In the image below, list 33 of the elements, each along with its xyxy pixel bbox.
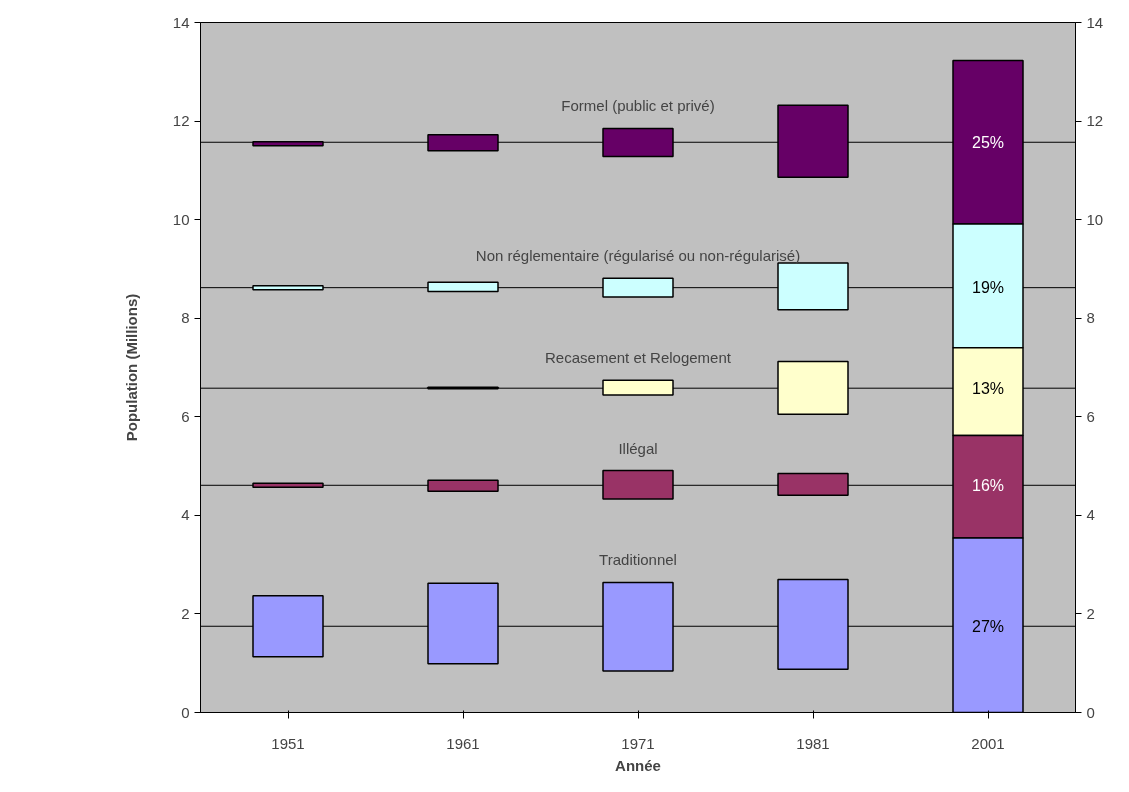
- y2-tick-label: 8: [1086, 309, 1095, 327]
- annotation: 13%: [971, 379, 1005, 397]
- series-label: Illégal: [618, 439, 658, 457]
- y2-tick-label: 0: [1086, 703, 1095, 721]
- annotation: 27%: [971, 617, 1005, 635]
- series-label: Non réglementaire (régularisé ou non-régularisé): [475, 247, 801, 265]
- series-label: Recasement et Relogement: [545, 349, 732, 367]
- annotation: 25%: [971, 133, 1005, 151]
- annotation: 16%: [971, 476, 1005, 494]
- y-tick-label: 12: [172, 112, 190, 130]
- y2-tick-label: 10: [1086, 210, 1104, 228]
- y-axis-title: Population (Millions): [122, 293, 140, 442]
- annotation: 19%: [971, 279, 1005, 297]
- y2-tick-label: 4: [1086, 506, 1095, 524]
- y2-tick-label: 12: [1086, 112, 1104, 130]
- x-tick-label: 1961: [446, 734, 480, 752]
- x-tick-label: 1981: [796, 734, 830, 752]
- y-tick-label: 8: [181, 309, 190, 327]
- y-tick-label: 10: [172, 210, 190, 228]
- x-axis-title: Année: [615, 756, 661, 774]
- y2-tick-label: 2: [1086, 604, 1095, 622]
- y-tick-label: 4: [181, 506, 190, 524]
- x-tick-label: 1971: [621, 734, 655, 752]
- y-tick-label: 6: [181, 407, 190, 425]
- x-tick-label: 2001: [971, 734, 1005, 752]
- x-tick-label: 1951: [271, 734, 305, 752]
- y-tick-label: 2: [181, 604, 190, 622]
- y-tick-label: 14: [172, 13, 190, 31]
- series-label: Formel (public et privé): [561, 97, 715, 115]
- y2-tick-label: 14: [1086, 13, 1104, 31]
- y2-tick-label: 6: [1086, 407, 1095, 425]
- series-label: Traditionnel: [599, 551, 677, 569]
- y-tick-label: 0: [181, 703, 190, 721]
